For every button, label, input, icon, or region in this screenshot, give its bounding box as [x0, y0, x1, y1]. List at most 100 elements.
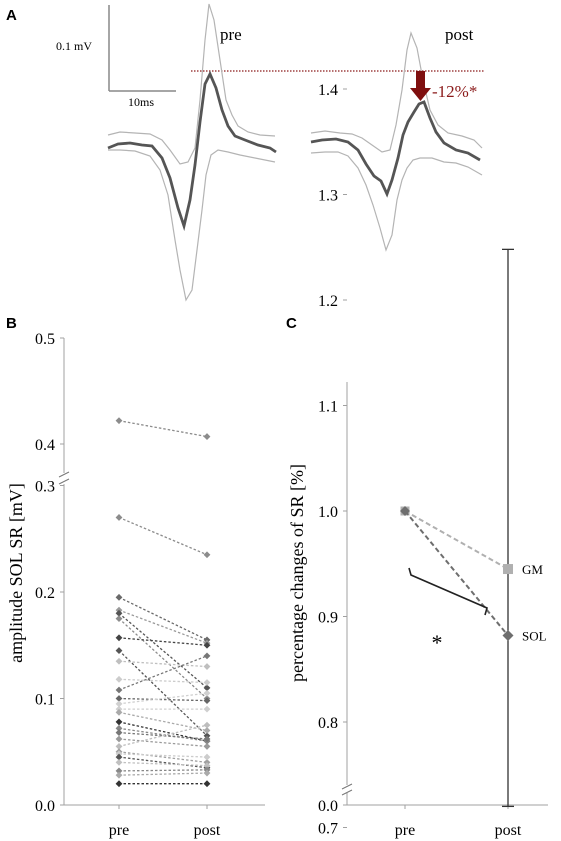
- panel-b-xtick-label: post: [194, 822, 221, 839]
- subject-line: [118, 596, 208, 641]
- change-annotation: -12%*: [432, 82, 477, 101]
- panel-b-ytick-label: 0.1: [35, 692, 55, 709]
- panel-a-traces: 0.1 mV 10ms pre post -12%*: [56, 3, 484, 302]
- subject-marker-post: [203, 727, 211, 734]
- panel-b-axis-break-mark: [58, 478, 70, 485]
- subject-marker-post: [203, 743, 211, 750]
- subject-marker-post: [203, 652, 211, 660]
- subject-marker-post: [203, 705, 211, 713]
- panel-c-ytick-label: 1.3: [318, 188, 338, 205]
- panel-label-c: C: [286, 315, 297, 332]
- panel-b-ytick-label: 0.3: [35, 479, 55, 496]
- subject-marker-pre: [115, 718, 123, 726]
- panel-c-ytick-label: 0.9: [318, 610, 338, 627]
- significance-star: *: [432, 630, 443, 655]
- subject-line: [118, 761, 208, 767]
- panel-c-axes: 0.7 0.8 0.9 1.0 1.1 1.2 1.3 1.4 0.0 pre post: [318, 82, 548, 839]
- decrease-arrow-icon: [410, 71, 431, 101]
- subject-marker-pre: [115, 771, 123, 779]
- subject-marker-pre: [115, 609, 123, 617]
- panel-b-ytick-label: 0.5: [35, 331, 55, 348]
- subject-line: [118, 660, 208, 668]
- subject-marker-pre: [115, 686, 123, 694]
- subject-line: [118, 711, 208, 732]
- series-label-gm: GM: [522, 562, 543, 577]
- pre-upper-band: [107, 3, 276, 165]
- panel-label-b: B: [6, 315, 17, 332]
- subject-line: [118, 609, 208, 644]
- subject-marker-pre: [115, 759, 123, 766]
- subject-marker-pre: [115, 657, 123, 665]
- subject-marker-post: [203, 663, 211, 670]
- subject-marker-post: [203, 762, 211, 769]
- subject-marker-pre: [115, 708, 123, 716]
- panel-c-ytick-label: 0.8: [318, 715, 338, 732]
- panel-c-ytick-label: 1.1: [318, 399, 338, 416]
- subject-marker-post: [203, 641, 211, 649]
- panel-c-axis-break-mark: [341, 783, 353, 790]
- subject-marker-post: [203, 679, 211, 686]
- subject-line: [118, 655, 208, 691]
- subject-line: [118, 721, 208, 742]
- subject-line: [118, 516, 208, 556]
- subject-line: [118, 692, 208, 705]
- post-mean-trace: [310, 100, 481, 198]
- panel-c-ylabel: percentage changes of SR [%]: [287, 464, 307, 682]
- panel-label-a: A: [6, 7, 17, 24]
- subject-line: [118, 420, 208, 438]
- subject-marker-post: [203, 433, 211, 440]
- subject-marker-pre: [115, 767, 123, 775]
- subject-marker-pre: [115, 753, 123, 761]
- subject-marker-post: [203, 697, 211, 705]
- subject-marker-post: [203, 551, 211, 559]
- panel-c-chart: 0.7 0.8 0.9 1.0 1.1 1.2 1.3 1.4 0.0 pre post GM SOL…: [287, 82, 548, 839]
- subject-marker-pre: [115, 615, 123, 623]
- panel-b-xtick-label: pre: [109, 822, 129, 839]
- subject-line: [118, 772, 208, 776]
- panel-b-axis-break-mark: [58, 471, 70, 478]
- subject-marker-pre: [115, 634, 123, 642]
- scale-bar-time-label: 10ms: [128, 95, 154, 109]
- series-marker-gm-post: [503, 564, 513, 575]
- subject-marker-pre: [115, 735, 123, 743]
- panel-b-ytick-label: 0.4: [35, 437, 55, 454]
- subject-line: [118, 697, 208, 702]
- condition-label-pre: pre: [220, 25, 242, 44]
- subject-marker-pre: [115, 514, 123, 521]
- panel-b-ytick-label: 0.2: [35, 585, 55, 602]
- subject-marker-post: [203, 689, 211, 697]
- subject-marker-post: [203, 721, 211, 729]
- subject-marker-pre: [115, 729, 123, 736]
- subject-line: [118, 727, 208, 742]
- subject-line: [118, 650, 208, 737]
- subject-line: [118, 769, 208, 772]
- subject-line: [118, 756, 208, 769]
- panel-c-ytick-label: 0.7: [318, 821, 338, 838]
- subject-marker-post: [203, 753, 211, 761]
- subject-line: [118, 618, 208, 699]
- series-marker-sol-pre: [400, 506, 410, 516]
- subject-marker-pre: [115, 593, 123, 601]
- subject-marker-post: [203, 735, 211, 743]
- panel-b-axes: 0.0 0.1 0.2 0.3 0.4 0.5 pre post: [35, 331, 265, 839]
- series-marker-sol-post: [502, 629, 514, 641]
- significance-bracket: [408, 567, 488, 616]
- subject-marker-pre: [115, 780, 123, 788]
- series-label-sol: SOL: [522, 628, 547, 643]
- subject-line: [118, 612, 208, 689]
- pre-lower-band: [108, 149, 276, 302]
- scale-bar-amplitude-label: 0.1 mV: [56, 39, 92, 53]
- panel-b-ytick-label: 0.0: [35, 798, 55, 815]
- subject-line: [118, 637, 208, 646]
- panel-b-series: [115, 417, 211, 788]
- panel-c-series: GM SOL *: [400, 248, 547, 808]
- condition-label-post: post: [445, 25, 474, 44]
- subject-marker-pre: [115, 743, 123, 750]
- subject-line: [118, 731, 208, 740]
- subject-marker-pre: [115, 417, 123, 425]
- panel-c-axis-break-mark: [341, 789, 353, 796]
- subject-line: [118, 751, 208, 764]
- subject-marker-post: [203, 684, 211, 692]
- subject-marker-pre: [115, 700, 123, 708]
